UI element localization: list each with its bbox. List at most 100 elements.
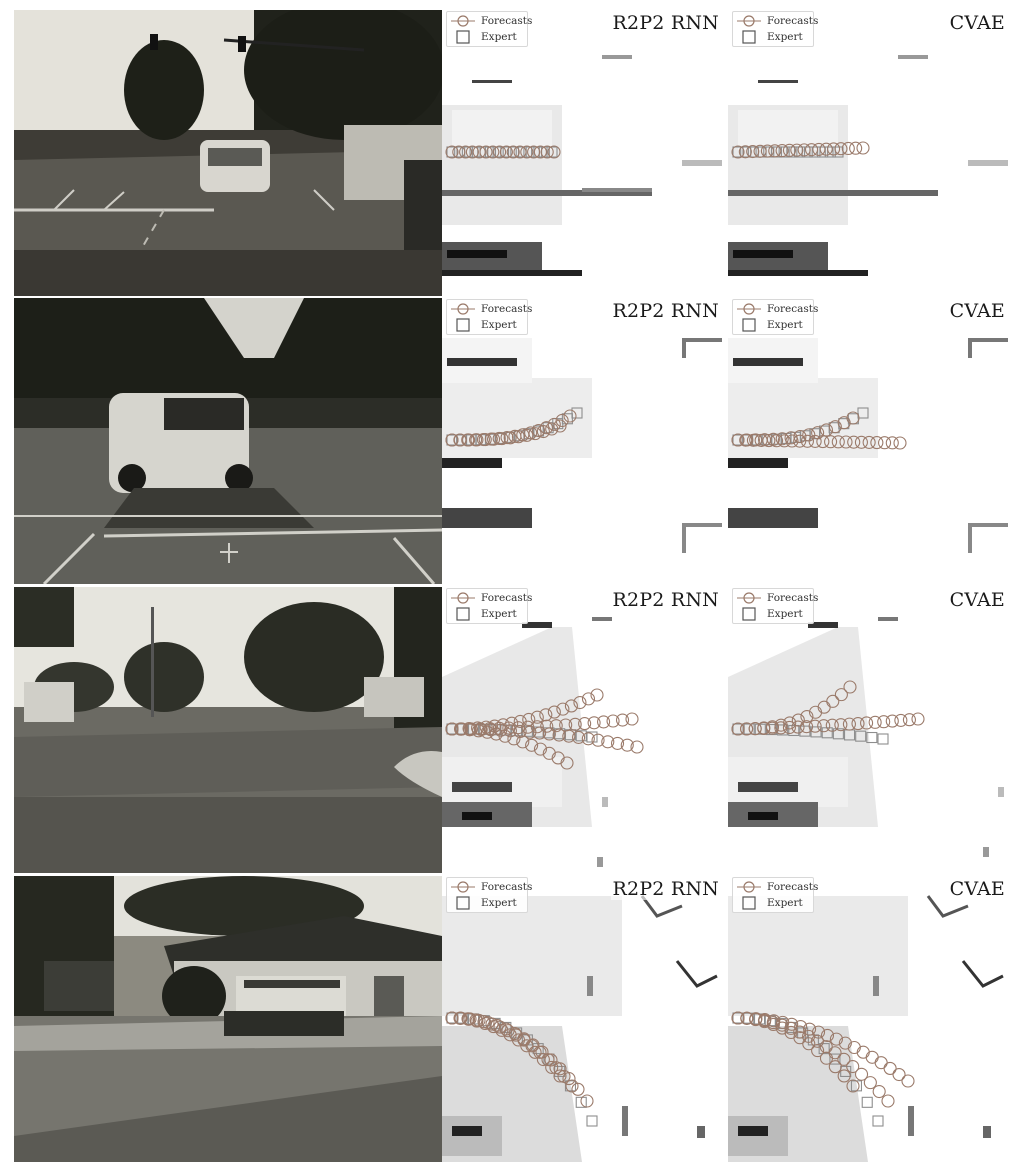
forecast-point — [834, 142, 848, 156]
expert-point — [575, 1096, 587, 1108]
forecast-point — [775, 1021, 789, 1035]
forecast-point — [828, 1060, 842, 1074]
forecast-point — [545, 422, 559, 436]
forecast-point — [894, 713, 908, 727]
forecast-point — [768, 144, 782, 158]
forecast-point — [760, 144, 774, 158]
forecast-point — [581, 732, 595, 746]
forecast-point — [581, 692, 596, 706]
forecast-point — [863, 1076, 877, 1090]
forecast-point — [784, 431, 798, 445]
forecast-point — [590, 688, 604, 702]
legend-forecasts-label: Forecasts — [481, 881, 533, 893]
forecast-point — [847, 435, 861, 449]
legend-forecasts-label: Forecasts — [767, 303, 819, 315]
forecast-point — [757, 721, 771, 736]
forecast-point — [837, 1052, 851, 1066]
legend: Forecasts Expert — [732, 877, 818, 913]
forecast-point — [536, 424, 550, 439]
forecast-point — [513, 145, 527, 159]
forecast-point — [874, 1056, 888, 1070]
trajectory-layer — [731, 141, 870, 159]
forecast-point — [473, 722, 487, 736]
forecast-point — [802, 1037, 816, 1051]
trajectory-layer — [731, 680, 925, 745]
forecast-point — [827, 142, 841, 156]
forecast-point — [856, 1045, 870, 1059]
trajectory-layer — [445, 1011, 598, 1127]
expert-point — [586, 1115, 598, 1127]
forecast-map-r2p2-1: Forecasts Expert R2P2 RNN — [442, 10, 727, 296]
forecast-point — [839, 435, 853, 449]
forecast-point — [902, 713, 916, 727]
expert-point — [829, 1053, 841, 1065]
expert-point — [843, 729, 856, 741]
forecast-point — [831, 435, 845, 449]
forecast-point — [536, 1052, 550, 1067]
forecast-point — [731, 1011, 745, 1025]
expert-point — [788, 724, 800, 737]
forecast-point — [503, 431, 517, 445]
forecast-marker-icon — [451, 302, 475, 316]
forecast-point — [520, 428, 534, 442]
expert-marker-icon — [737, 30, 761, 44]
forecast-point — [740, 722, 754, 736]
forecast-point — [480, 725, 494, 739]
expert-point — [446, 146, 458, 158]
legend-expert-label: Expert — [481, 319, 517, 331]
forecast-point — [517, 1032, 531, 1046]
trajectory-layer — [445, 407, 583, 447]
legend-forecasts-label: Forecasts — [767, 15, 819, 27]
forecast-point — [865, 1050, 879, 1064]
forecast-point — [525, 1039, 539, 1053]
forecast-point — [511, 430, 526, 444]
forecast-point — [872, 1084, 886, 1099]
forecast-point — [748, 722, 762, 736]
forecast-marker-icon — [737, 14, 761, 28]
forecast-map-cvae-4: Forecasts Expert CVAE — [728, 876, 1013, 1162]
forecast-point — [846, 1059, 860, 1074]
forecast-point — [824, 435, 838, 449]
legend-expert-label: Expert — [767, 319, 803, 331]
forecast-point — [525, 738, 539, 752]
forecast-point — [527, 145, 541, 159]
expert-point — [500, 1021, 512, 1033]
forecast-point — [766, 432, 780, 446]
forecast-point — [478, 1016, 492, 1031]
forecast-point — [542, 727, 556, 741]
expert-point — [857, 407, 869, 419]
forecast-point — [470, 433, 484, 447]
forecast-point — [573, 695, 587, 710]
forecast-point — [749, 1013, 763, 1027]
legend: Forecasts Expert — [446, 588, 532, 624]
forecast-marker-icon — [737, 880, 761, 894]
forecast-point — [452, 145, 466, 159]
forecast-point — [819, 142, 833, 156]
forecast-point — [785, 1017, 799, 1031]
expert-marker-icon — [737, 607, 761, 621]
legend-forecasts-label: Forecasts — [481, 592, 533, 604]
forecast-point — [615, 713, 630, 727]
forecast-point — [528, 427, 542, 441]
forecast-point — [560, 756, 574, 770]
forecast-point — [901, 1074, 915, 1088]
forecast-point — [625, 712, 639, 726]
forecast-point — [782, 720, 796, 735]
forecast-point — [606, 714, 620, 728]
camera-image-4 — [14, 876, 442, 1162]
forecast-point — [553, 419, 567, 433]
expert-point — [866, 731, 878, 744]
forecast-point — [533, 145, 547, 159]
forecast-map-r2p2-3: Forecasts Expert R2P2 RNN — [442, 587, 727, 873]
expert-marker-icon — [451, 318, 475, 332]
forecast-point — [765, 721, 779, 735]
expert-marker-icon — [451, 30, 475, 44]
method-label: CVAE — [947, 878, 1007, 900]
forecast-point — [533, 742, 548, 756]
camera-image-1 — [14, 10, 442, 296]
legend-expert-label: Expert — [767, 31, 803, 43]
forecast-point — [498, 729, 512, 743]
method-label: R2P2 RNN — [610, 878, 721, 900]
forecast-point — [463, 723, 477, 737]
expert-point — [855, 730, 867, 742]
